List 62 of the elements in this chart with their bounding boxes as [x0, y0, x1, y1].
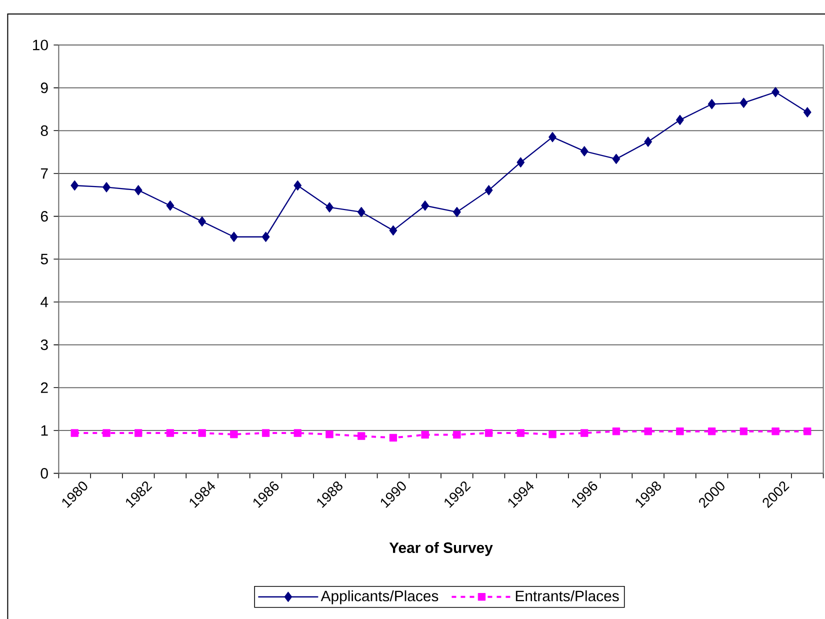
point — [516, 429, 524, 437]
point — [708, 427, 716, 436]
point — [262, 429, 270, 437]
y-tick-label: 5 — [40, 254, 48, 264]
point — [772, 427, 780, 436]
point — [326, 430, 334, 438]
point — [452, 206, 461, 218]
point — [676, 427, 684, 436]
y-tick-label: 0 — [40, 468, 48, 479]
point — [740, 98, 748, 108]
y-tick-label: 10 — [33, 40, 48, 50]
y-tick-label: 9 — [40, 82, 48, 94]
point — [166, 429, 174, 437]
point — [772, 86, 780, 98]
point — [230, 232, 238, 242]
point — [389, 225, 398, 236]
point — [516, 157, 525, 168]
point — [421, 430, 429, 439]
point — [740, 427, 748, 436]
point — [70, 180, 79, 191]
point — [644, 136, 652, 148]
y-tick-label: 8 — [40, 125, 48, 136]
y-tick-label: 7 — [40, 168, 48, 179]
point — [548, 430, 556, 438]
point — [803, 106, 812, 118]
point — [326, 202, 334, 213]
y-tick-label: 4 — [40, 296, 48, 308]
point — [676, 114, 684, 126]
point — [357, 206, 366, 218]
y-tick-label: 3 — [40, 340, 48, 350]
point — [708, 98, 716, 110]
legend-label: Entrants/Places — [516, 590, 619, 602]
point — [294, 180, 302, 191]
y-tick-label: 6 — [40, 211, 48, 222]
point — [262, 232, 270, 242]
point — [580, 429, 588, 437]
point — [453, 430, 461, 439]
point — [358, 432, 366, 440]
point — [612, 154, 620, 164]
point — [70, 429, 78, 437]
point — [134, 184, 142, 196]
legend-label: Applicants/Places — [320, 590, 438, 604]
point — [580, 146, 588, 156]
point — [484, 429, 493, 437]
point — [166, 200, 174, 211]
y-tick-label: 2 — [40, 382, 48, 393]
point — [198, 216, 206, 227]
point — [102, 182, 110, 192]
point — [294, 429, 302, 437]
point — [484, 184, 493, 196]
point — [389, 434, 398, 442]
point — [134, 429, 142, 437]
point — [198, 429, 206, 437]
point — [612, 427, 620, 436]
point — [230, 430, 238, 438]
point — [644, 427, 652, 436]
point — [804, 427, 812, 436]
y-tick-label: 1 — [41, 425, 48, 436]
point — [421, 200, 430, 211]
x-axis-title: Year of Survey — [389, 542, 493, 556]
point — [548, 132, 557, 142]
point — [102, 429, 110, 437]
